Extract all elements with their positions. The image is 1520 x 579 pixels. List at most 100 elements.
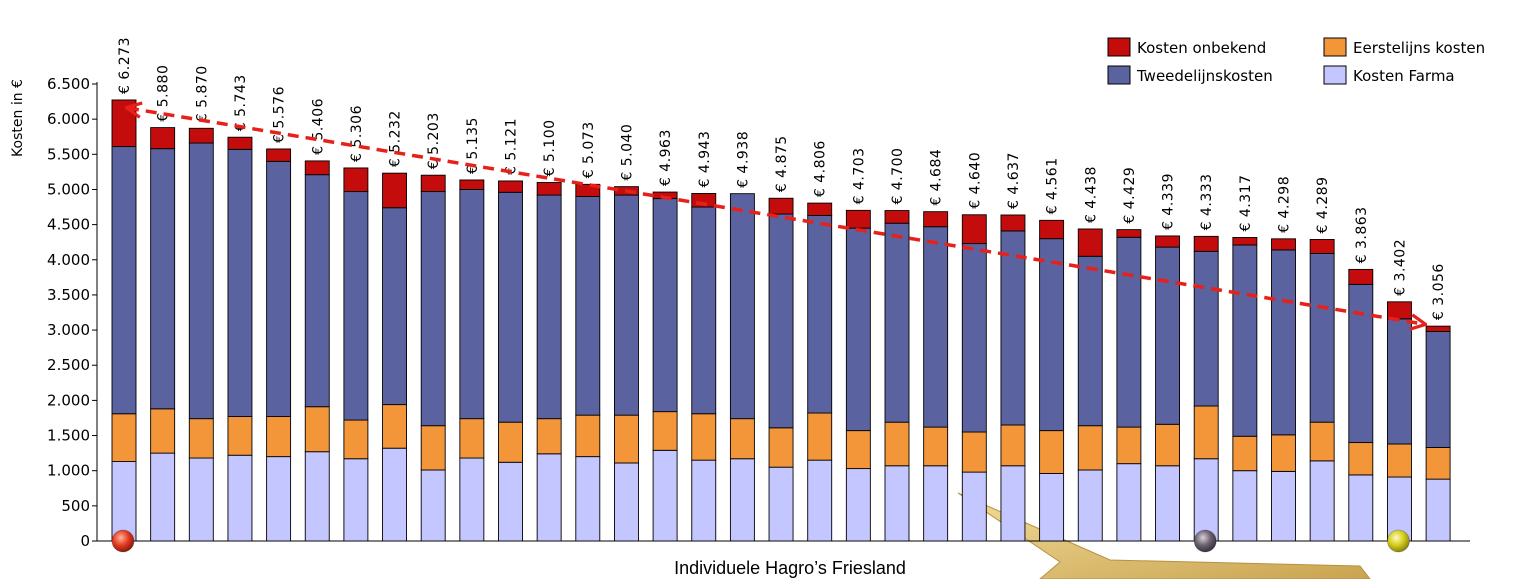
y-tick-label: 5.500 [47, 145, 90, 163]
bar-segment [614, 194, 639, 416]
bar-group [884, 210, 910, 542]
bar-segment [845, 209, 871, 229]
total-label: € 4.561 [1045, 157, 1061, 214]
bar-group [845, 209, 871, 542]
bar-group [1348, 268, 1374, 542]
trend-arrow [128, 108, 1424, 324]
bar-segment [1193, 405, 1219, 460]
bar-segment [536, 194, 562, 420]
bar-segment [150, 148, 176, 410]
bar-segment [304, 160, 330, 176]
bar-segment [1309, 460, 1335, 542]
total-label: € 3.402 [1392, 239, 1408, 296]
bar-segment [266, 416, 292, 458]
bar-segment [1116, 463, 1142, 542]
bar-group [1039, 219, 1065, 542]
bar-segment [884, 210, 910, 224]
bar-segment [1386, 301, 1412, 320]
total-label: € 4.429 [1122, 167, 1138, 224]
total-label: € 5.040 [619, 124, 635, 181]
total-label: € 5.100 [542, 119, 558, 176]
bar-group [227, 136, 253, 542]
y-tick-label: 1.000 [47, 462, 90, 480]
bar-segment [1232, 237, 1258, 246]
bar-segment [1155, 246, 1181, 425]
marker-circle [1193, 529, 1217, 553]
bar-segment [691, 413, 717, 461]
total-label: € 6.273 [117, 37, 133, 94]
bar-group [382, 172, 407, 542]
bar-segment [150, 408, 176, 454]
legend-swatch [1323, 65, 1347, 85]
y-tick-label: 3.000 [47, 321, 90, 339]
bar-segment [420, 469, 446, 542]
total-label: € 4.298 [1277, 176, 1293, 233]
total-label: € 3.863 [1354, 206, 1370, 263]
x-axis-label: Individuele Hagro’s Friesland [674, 558, 906, 578]
bar-group [729, 193, 755, 542]
bar-segment [1232, 244, 1258, 437]
total-label: € 4.438 [1083, 166, 1099, 223]
bar-segment [111, 146, 137, 415]
bar-segment [961, 243, 987, 433]
bar-segment [420, 425, 446, 471]
bar-group [614, 186, 639, 542]
bar-segment [188, 142, 214, 420]
bar-segment [1116, 236, 1142, 428]
bar-segment [1386, 443, 1412, 478]
legend: Kosten onbekend Tweedelijnskosten Eersteli… [1107, 37, 1485, 85]
bar-segment [266, 148, 292, 162]
legend-item: Eerstelijns kosten [1323, 37, 1485, 57]
bar-segment [227, 416, 253, 456]
bar-segment [961, 471, 987, 542]
bar-segment [266, 456, 292, 542]
bar-segment [304, 451, 330, 542]
bar-segment [111, 413, 137, 463]
bar-segment [1116, 426, 1142, 465]
total-label: € 4.938 [735, 131, 751, 188]
bar-segment [1425, 325, 1451, 332]
bar-segment [1271, 238, 1296, 251]
legend-label: Kosten onbekend [1137, 39, 1266, 57]
y-tick-label: 0 [80, 532, 90, 550]
legend-label: Tweedelijnskosten [1136, 67, 1273, 85]
total-label: € 4.700 [890, 148, 906, 205]
bar-segment [729, 458, 755, 542]
bar-segment [1000, 424, 1026, 467]
bar-segment [459, 418, 485, 459]
legend-swatch [1107, 37, 1131, 57]
bar-segment [1039, 238, 1065, 432]
bar-segment [420, 191, 446, 427]
bar-segment [1425, 447, 1451, 480]
bar-segment [1309, 239, 1335, 254]
y-tick-label: 1.500 [47, 427, 90, 445]
bar-segment [188, 127, 214, 144]
bar-segment [1077, 228, 1103, 257]
bar-segment [1155, 235, 1181, 248]
legend-label: Kosten Farma [1353, 67, 1455, 85]
bar-segment [1000, 465, 1026, 542]
bar-segment [1077, 255, 1103, 427]
bar-segment [1000, 214, 1026, 232]
bar-segment [768, 213, 794, 429]
bar-segment [884, 465, 910, 542]
legend-swatch [1323, 37, 1347, 57]
y-tick-label: 6.500 [47, 75, 90, 93]
callout-shape [957, 492, 1371, 579]
legend-item: Tweedelijnskosten [1107, 65, 1273, 85]
bar-segment [575, 456, 601, 542]
total-label: € 4.289 [1315, 177, 1331, 234]
bar-segment [807, 459, 833, 542]
bar-segment [923, 426, 949, 467]
bar-segment [1309, 421, 1335, 462]
y-tick-label: 2.000 [47, 391, 90, 409]
bar-segment [1425, 478, 1451, 542]
bar-segment [498, 180, 523, 193]
bar-segment [1348, 474, 1374, 542]
bar-segment [575, 196, 601, 416]
y-axis-label: Kosten in € [10, 79, 26, 157]
bar-segment [150, 127, 176, 150]
bar-group [1077, 228, 1103, 542]
bar-group [459, 179, 485, 542]
bar-segment [498, 421, 523, 463]
